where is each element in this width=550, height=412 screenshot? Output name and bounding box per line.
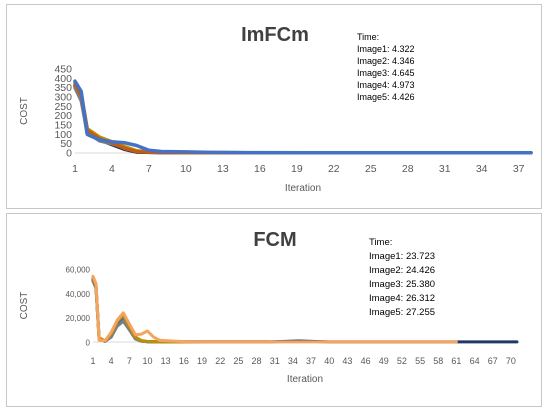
x-tick-label: 58 — [433, 356, 443, 366]
x-tick-label: 37 — [513, 163, 525, 175]
timing-annotation-line: Image2: 24.426 — [369, 265, 435, 276]
chart-title: ImFCm — [241, 24, 309, 46]
y-tick-label: 300 — [54, 92, 72, 104]
chart-title: FCM — [253, 229, 296, 251]
y-tick-label: 350 — [54, 82, 72, 94]
x-tick-label: 1 — [90, 356, 95, 366]
timing-annotation-line: Time: — [369, 237, 392, 248]
x-tick-label: 70 — [506, 356, 516, 366]
y-tick-label: 200 — [54, 110, 72, 122]
timing-annotation-line: Image5: 27.255 — [369, 307, 435, 318]
timing-annotation-line: Image3: 25.380 — [369, 279, 435, 290]
x-tick-label: 4 — [109, 356, 114, 366]
x-tick-label: 25 — [233, 356, 243, 366]
timing-annotation-line: Image5: 4.426 — [357, 92, 415, 102]
timing-annotation-line: Image4: 26.312 — [369, 293, 435, 304]
x-tick-label: 31 — [439, 163, 451, 175]
fcm-chart: FCM 0 20,000 40,000 60,000 1 4 7 10 13 16 19 22 25 28 3… — [19, 229, 519, 385]
timing-annotation-line: Time: — [357, 32, 379, 42]
series-line-1 — [73, 84, 533, 155]
y-tick-label: 20,000 — [66, 314, 91, 323]
timing-annotation-line: Image2: 4.346 — [357, 56, 415, 66]
series-line-1 — [91, 278, 519, 344]
x-axis-label: Iteration — [285, 183, 321, 194]
x-tick-label: 10 — [143, 356, 153, 366]
x-tick-label: 4 — [109, 163, 115, 175]
y-tick-label: 50 — [60, 138, 72, 150]
x-tick-label: 46 — [361, 356, 371, 366]
y-tick-label: 150 — [54, 120, 72, 132]
x-tick-label: 25 — [365, 163, 377, 175]
x-tick-label: 28 — [252, 356, 262, 366]
x-tick-label: 37 — [306, 356, 316, 366]
timing-annotation-line: Image3: 4.645 — [357, 68, 415, 78]
y-tick-label: 400 — [54, 73, 72, 85]
y-tick-label: 0 — [86, 339, 91, 348]
y-tick-label: 250 — [54, 101, 72, 113]
series-line-2 — [91, 277, 271, 344]
series-line-5 — [73, 79, 533, 155]
x-tick-label: 55 — [415, 356, 425, 366]
timing-annotation-line: Image1: 4.322 — [357, 44, 415, 54]
x-tick-label: 13 — [217, 163, 229, 175]
x-tick-label: 22 — [215, 356, 225, 366]
y-tick-label: 100 — [54, 129, 72, 141]
y-tick-label: 60,000 — [66, 266, 91, 275]
x-tick-label: 43 — [342, 356, 352, 366]
x-tick-label: 10 — [180, 163, 192, 175]
x-tick-label: 34 — [476, 163, 488, 175]
y-tick-label: 450 — [54, 64, 72, 76]
y-axis-label: COST — [19, 97, 30, 125]
x-tick-label: 52 — [397, 356, 407, 366]
x-tick-label: 34 — [288, 356, 298, 366]
x-tick-label: 16 — [254, 163, 266, 175]
x-tick-label: 22 — [328, 163, 340, 175]
x-axis-label: Iteration — [287, 374, 323, 385]
series-line-5 — [91, 274, 458, 344]
series-line-3 — [91, 279, 271, 344]
x-tick-label: 40 — [324, 356, 334, 366]
x-tick-label: 16 — [179, 356, 189, 366]
y-tick-label: 0 — [66, 148, 72, 160]
timing-annotation-line: Image4: 4.973 — [357, 80, 415, 90]
x-tick-label: 7 — [146, 163, 152, 175]
series-line-4 — [91, 276, 271, 344]
x-tick-label: 61 — [451, 356, 461, 366]
x-tick-label: 19 — [291, 163, 303, 175]
x-tick-label: 1 — [72, 163, 78, 175]
y-tick-label: 40,000 — [66, 290, 91, 299]
x-tick-label: 67 — [488, 356, 498, 366]
x-tick-label: 7 — [127, 356, 132, 366]
x-tick-label: 31 — [270, 356, 280, 366]
y-axis-label: COST — [19, 292, 30, 320]
x-tick-label: 19 — [197, 356, 207, 366]
imfcm-chart-panel: ImFCm 0 50 100 150 200 250 300 350 400 450 1 4 7 10 13 1… — [6, 4, 542, 209]
fcm-chart-panel: FCM 0 20,000 40,000 60,000 1 4 7 10 13 16 19 22 25 28 3… — [6, 213, 542, 407]
x-tick-label: 28 — [402, 163, 414, 175]
x-tick-label: 49 — [379, 356, 389, 366]
timing-annotation-line: Image1: 23.723 — [369, 251, 435, 262]
x-tick-label: 13 — [161, 356, 171, 366]
x-tick-label: 64 — [470, 356, 480, 366]
